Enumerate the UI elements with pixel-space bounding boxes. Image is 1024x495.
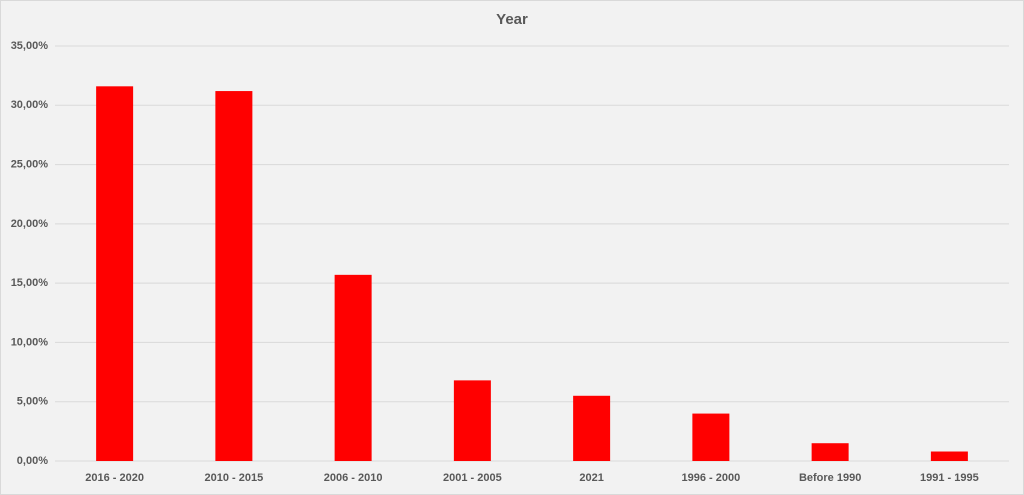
- y-tick-label: 0,00%: [17, 455, 48, 467]
- y-tick-label: 15,00%: [11, 277, 49, 289]
- x-tick-label: 2001 - 2005: [443, 472, 502, 484]
- y-tick-label: 20,00%: [11, 218, 49, 230]
- y-tick-label: 5,00%: [17, 396, 48, 408]
- bar: [96, 86, 134, 462]
- bar: [453, 380, 491, 461]
- y-tick-label: 25,00%: [11, 158, 49, 170]
- y-tick-label: 10,00%: [11, 336, 49, 348]
- x-tick-label: 1991 - 1995: [920, 472, 979, 484]
- x-tick-label: 2021: [579, 472, 603, 484]
- bar: [811, 443, 849, 461]
- x-tick-label: Before 1990: [799, 472, 861, 484]
- x-tick-label: 1996 - 2000: [682, 472, 741, 484]
- bar: [930, 451, 968, 461]
- chart-title: Year: [496, 11, 528, 28]
- x-tick-label: 2006 - 2010: [324, 472, 383, 484]
- bar: [692, 413, 730, 461]
- x-tick-label: 2016 - 2020: [85, 472, 144, 484]
- bar: [334, 274, 372, 461]
- bar: [215, 91, 253, 462]
- y-tick-label: 35,00%: [11, 40, 49, 52]
- bar: [573, 395, 611, 461]
- x-tick-label: 2010 - 2015: [205, 472, 264, 484]
- y-tick-label: 30,00%: [11, 99, 49, 111]
